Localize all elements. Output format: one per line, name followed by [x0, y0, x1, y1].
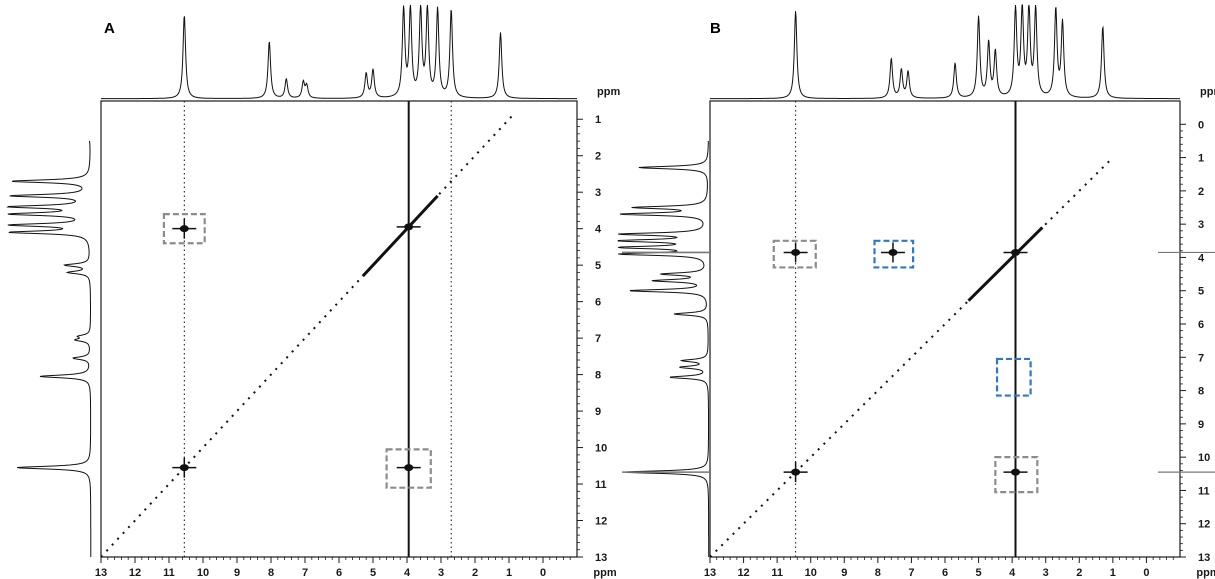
- panel-a-y-tick-label: 8: [595, 370, 601, 382]
- panel-b-cross-peak: [1011, 248, 1020, 256]
- panel-b-gray-dashed-box: [772, 239, 817, 269]
- panel-a-x-tick-label: 4: [404, 567, 411, 579]
- panel-a-x-tick-label: 8: [268, 567, 274, 579]
- panel-a-x-tick-label: 2: [472, 567, 478, 579]
- panel-b-x-tick-label: 8: [875, 567, 881, 579]
- panel-b: B 13 12 11 10 9 8 7 6 5 4 3 2 1 0 ppm01234567891011121…: [617, 4, 1215, 579]
- panel-b-x-tick-label: 9: [841, 567, 847, 579]
- panel-b-x-tick-label: 7: [908, 567, 914, 579]
- panel-a-y-tick-label: 10: [595, 443, 607, 455]
- panel-a-y-tick-label: 1: [595, 114, 601, 126]
- panel-a-y-tick-label: 6: [595, 297, 601, 309]
- panel-b-gray-dashed-box: [994, 456, 1039, 494]
- panel-a-y-tick-label: 11: [595, 479, 607, 491]
- panel-a-y-tick-label: 5: [595, 260, 601, 272]
- panel-b-cross-peak: [791, 468, 801, 476]
- panel-a-x-tick-label: 1: [506, 567, 512, 579]
- panel-b-cross-peak: [1011, 468, 1020, 476]
- panel-b-y-tick-label: 8: [1198, 386, 1204, 398]
- panel-a-y-tick-label: 12: [595, 516, 607, 528]
- panel-a-x-tick-label: 7: [302, 567, 308, 579]
- panel-b-x-tick-label: 3: [1043, 567, 1049, 579]
- panel-b-y-tick-label: 1: [1198, 153, 1204, 165]
- panel-a-top-projection: [101, 4, 577, 100]
- panel-a-cross-peak: [179, 225, 189, 233]
- panel-b-y-tick-label: 3: [1198, 219, 1204, 231]
- panel-a: A 13 12 11 10 9 8 7 6 5 4 3 2 1 0 ppm12345678910111213…: [6, 4, 620, 579]
- panel-b-x-tick-label: 12: [737, 567, 749, 579]
- panel-a-gray-dashed-box: [162, 212, 206, 245]
- panel-a-cross-peak: [404, 464, 414, 472]
- panel-b-x-tick-label: 1: [1110, 567, 1116, 579]
- panel-a-x-unit: ppm: [593, 567, 616, 579]
- panel-a-x-tick-label: 0: [540, 567, 546, 579]
- panel-b-cross-peak: [791, 248, 801, 256]
- panel-a-y-unit: ppm: [597, 86, 620, 98]
- panel-a-diagonal-strong: [361, 194, 439, 278]
- panel-a-x-tick-label: 13: [95, 567, 107, 579]
- panel-a-y-tick-label: 7: [595, 333, 601, 345]
- panel-a-x-tick-label: 3: [438, 567, 444, 579]
- panel-b-label: B: [710, 20, 721, 37]
- panel-b-y-tick-label: 0: [1198, 119, 1204, 131]
- panel-b-x-tick-label: 5: [976, 567, 982, 579]
- panel-a-label: A: [104, 20, 115, 37]
- panel-b-cross-peak: [888, 248, 898, 256]
- panel-b-x-tick-label: 4: [1009, 567, 1016, 579]
- panel-b-diagonal: [710, 156, 1114, 557]
- panel-b-y-tick-label: 7: [1198, 352, 1204, 364]
- panel-b-y-unit: ppm: [1200, 86, 1215, 98]
- panel-b-y-tick-label: 13: [1198, 552, 1210, 564]
- panel-b-y-tick-label: 2: [1198, 186, 1204, 198]
- panel-a-y-tick-label: 2: [595, 151, 601, 163]
- panel-b-x-tick-label: 2: [1076, 567, 1082, 579]
- panel-b-y-tick-label: 9: [1198, 419, 1204, 431]
- panel-b-y-tick-label: 11: [1198, 485, 1210, 497]
- panel-b-y-tick-label: 10: [1198, 452, 1210, 464]
- panel-a-y-tick-label: 13: [595, 552, 607, 564]
- panel-b-plot-content: [710, 101, 1114, 557]
- panel-a-x-tick-label: 5: [370, 567, 376, 579]
- panel-b-y-tick-label: 6: [1198, 319, 1204, 331]
- panel-b-y-tick-label: 4: [1198, 252, 1205, 264]
- panel-b-x-tick-label: 6: [942, 567, 948, 579]
- panel-b-x-tick-label: 10: [805, 567, 817, 579]
- panel-a-gray-dashed-box: [385, 448, 432, 489]
- panel-a-x-tick-label: 6: [336, 567, 342, 579]
- panel-a-cross-peak: [404, 223, 414, 231]
- panel-a-cross-peak: [179, 464, 189, 472]
- panel-b-top-projection: [710, 4, 1180, 100]
- panel-b-y-tick-label: 5: [1198, 286, 1204, 298]
- panel-b-x-tick-label: 13: [704, 567, 716, 579]
- panel-b-x-tick-label: 11: [771, 567, 783, 579]
- panel-a-y-tick-label: 9: [595, 406, 601, 418]
- panel-b-y-tick-label: 12: [1198, 519, 1210, 531]
- panel-a-x-tick-label: 12: [129, 567, 141, 579]
- panel-b-x-unit: ppm: [1196, 567, 1215, 579]
- panel-b-blue-dashed-box: [995, 357, 1032, 397]
- panel-a-plot-content: [101, 101, 514, 557]
- panel-a-x-tick-label: 11: [163, 567, 175, 579]
- panel-b-left-projection: [617, 141, 710, 557]
- panel-b-x-tick-label: 0: [1143, 567, 1149, 579]
- panel-a-x-tick-label: 9: [234, 567, 240, 579]
- panel-b-diagonal-strong: [967, 226, 1044, 302]
- panel-a-x-tick-label: 10: [197, 567, 209, 579]
- panel-a-y-tick-label: 3: [595, 187, 601, 199]
- panel-b-blue-dashed-box: [873, 239, 915, 269]
- panel-a-left-projection: [6, 140, 92, 557]
- panel-a-y-tick-label: 4: [595, 224, 602, 236]
